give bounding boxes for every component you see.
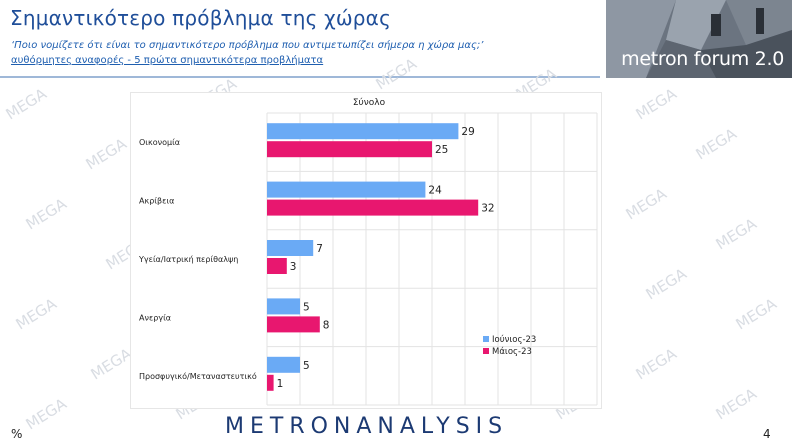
data-label: 8 [323,319,330,331]
bar [267,258,287,274]
data-label: 5 [303,360,310,372]
category-label: Προσφυγικό/Μεταναστευτικό [139,371,257,381]
legend-swatch [483,336,489,342]
legend-swatch [483,348,489,354]
watermark-text: MEGA [23,194,71,233]
header: Σημαντικότερο πρόβλημα της χώρας ‘Ποιο ν… [0,0,797,78]
legend-entry: Μάιος-23 [492,347,532,357]
category-label: Οικονομία [139,138,180,147]
page-title: Σημαντικότερο πρόβλημα της χώρας [10,6,392,30]
bar [267,123,459,140]
category-label: Υγεία/Ιατρική περίθαλψη [138,255,238,264]
bar-chart: Σύνολο Οικονομία 29 25 Ακρίβεια 24 32 Υγεία/Ιατ… [138,97,598,406]
bar [267,181,426,198]
data-label: 1 [277,378,284,390]
chart-title: Σύνολο [353,97,386,108]
bar [267,374,274,391]
bar [267,240,314,256]
data-label: 3 [290,261,297,273]
category-label: Ανεργία [139,313,171,322]
data-label: 24 [428,185,442,197]
bar [267,141,432,158]
watermark-text: MEGA [713,384,761,423]
percent-sign: % [11,427,23,441]
bar [267,298,300,315]
watermark-text: MEGA [643,264,691,303]
watermark-text: MEGA [623,184,671,223]
data-label: 7 [316,243,323,255]
header-rule [0,76,600,78]
bar [267,356,300,373]
watermark-text: MEGA [713,214,761,253]
page-number: 4 [763,427,771,441]
watermark-text: MEGA [23,394,71,433]
watermark-text: MEGA [3,84,51,123]
metron-forum-logo: metron forum 2.0 [606,0,792,78]
bar [267,199,479,216]
data-label: 25 [435,144,448,156]
responses-note: αυθόρμητες αναφορές - 5 πρώτα σημαντικότ… [11,55,324,66]
watermark-text: MEGA [633,344,681,383]
metron-analysis-logo: METRONANALYSIS [225,414,509,439]
watermark-text: MEGA [13,294,61,333]
bar [267,316,320,333]
watermark-text: MEGA [83,134,131,173]
legend-entry: Ιούνιος-23 [492,334,536,345]
watermark-text: MEGA [693,124,741,163]
data-label: 29 [461,126,474,138]
chart-container: Σύνολο Οικονομία 29 25 Ακρίβεια 24 32 Υγεία/Ιατ… [130,92,602,409]
question-subtitle: ‘Ποιο νομίζετε ότι είναι το σημαντικότερ… [11,40,484,51]
logo-background-icon [606,0,792,78]
data-label: 32 [481,203,494,215]
data-label: 5 [303,301,310,313]
watermark-text: MEGA [88,344,136,383]
watermark-text: MEGA [733,294,781,333]
category-label: Ακρίβεια [139,197,174,206]
watermark-text: MEGA [633,84,681,123]
logo-text: metron forum 2.0 [621,48,784,70]
